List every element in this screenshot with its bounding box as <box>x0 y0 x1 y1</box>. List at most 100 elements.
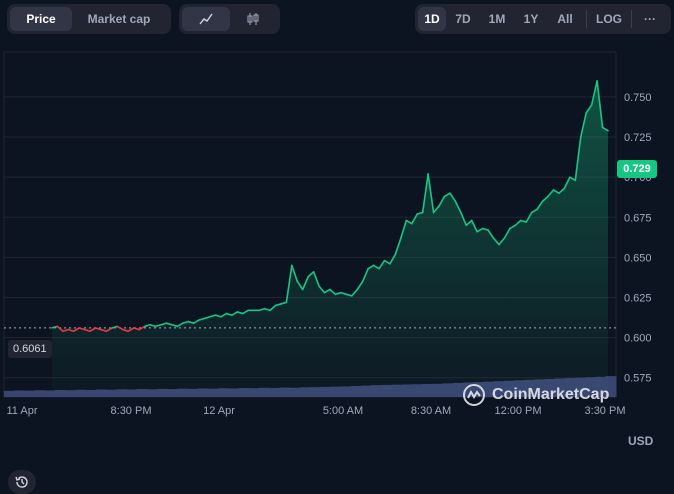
price-line-segment <box>514 219 522 227</box>
price-series-line <box>51 80 609 333</box>
watermark-text: CoinMarketCap <box>492 386 610 403</box>
currency-label: USD <box>628 434 654 448</box>
price-line-segment <box>192 319 200 324</box>
range-all-button[interactable]: All <box>557 12 573 26</box>
more-options-button[interactable]: ··· <box>644 12 656 26</box>
y-tick-label: 0.725 <box>624 132 652 144</box>
price-line-segment <box>73 327 81 333</box>
candlestick-button[interactable] <box>230 7 278 31</box>
price-line-segment <box>78 327 86 331</box>
price-line-segment <box>187 320 195 324</box>
price-line-segment <box>258 307 266 312</box>
x-tick-label: 11 Apr <box>7 405 38 417</box>
chart-toolbar: Price Market cap 1D 7D 1M 1Y All LOG ··· <box>0 0 674 40</box>
toolbar-divider <box>586 10 587 28</box>
price-line-segment <box>214 314 222 318</box>
price-line-segment <box>94 327 102 331</box>
range-1m-button[interactable]: 1M <box>488 12 506 26</box>
price-line-segment <box>345 293 353 297</box>
open-price-tag: 0.6061 <box>8 340 52 358</box>
price-line-segment <box>132 327 141 331</box>
coinmarketcap-watermark: CoinMarketCap <box>462 383 609 407</box>
price-line-segment <box>481 227 489 231</box>
price-line-segment <box>105 327 113 333</box>
price-line-segment <box>378 259 386 270</box>
price-line-segment <box>416 211 424 215</box>
price-line-segment <box>127 327 135 333</box>
price-line-segment <box>536 200 544 211</box>
log-scale-button[interactable]: LOG <box>596 12 622 26</box>
range-7d-button[interactable]: 7D <box>455 12 471 26</box>
price-line-segment <box>367 264 375 270</box>
price-line-segment <box>579 112 587 138</box>
price-line-segment <box>62 328 70 333</box>
price-line-segment <box>291 264 299 283</box>
x-tick-label: 12 Apr <box>203 405 235 417</box>
price-line-segment <box>241 309 250 315</box>
price-chart[interactable]: 0.575 0.600 0.625 0.650 0.675 0.700 0.725 0.750… <box>0 50 674 494</box>
price-line-segment <box>503 227 511 239</box>
x-tick-label: 12:00 PM <box>494 405 541 417</box>
price-line-segment <box>220 312 228 318</box>
current-price-value: 0.729 <box>623 163 651 175</box>
volume-bar <box>605 376 617 397</box>
price-line-segment <box>394 237 402 255</box>
coinmarketcap-logo-icon <box>463 384 485 406</box>
price-tab[interactable]: Price <box>10 7 72 31</box>
price-line-segment <box>203 315 211 320</box>
price-line-segment <box>154 323 162 328</box>
price-line-segment <box>334 291 342 296</box>
x-tick-label: 3:30 PM <box>585 405 626 417</box>
price-line-segment <box>165 322 173 326</box>
market-cap-tab[interactable]: Market cap <box>87 12 151 26</box>
line-chart-button[interactable] <box>182 7 230 31</box>
price-line-segment <box>100 328 108 333</box>
price-line-segment <box>301 275 309 291</box>
price-line-segment <box>89 327 97 333</box>
price-line-segment <box>138 325 146 331</box>
price-line-segment <box>149 323 157 328</box>
open-price-value: 0.6061 <box>13 343 47 355</box>
current-price-tag: 0.729 <box>617 160 657 178</box>
price-line-segment <box>601 126 609 132</box>
price-line-segment <box>389 253 397 265</box>
price-line-segment <box>465 219 473 227</box>
volume-bar <box>14 390 25 397</box>
x-tick-label: 8:30 PM <box>111 405 152 417</box>
price-chart-svg: 0.5750.6000.6250.6500.6750.7000.7250.750… <box>3 51 652 417</box>
toolbar-divider <box>631 10 632 28</box>
price-line-segment <box>182 320 190 324</box>
price-line-segment <box>405 219 413 225</box>
price-line-segment <box>176 322 184 328</box>
price-line-segment <box>438 195 446 207</box>
price-line-segment <box>454 200 462 214</box>
y-tick-label: 0.675 <box>624 212 652 224</box>
price-line-segment <box>323 288 331 294</box>
price-line-segment <box>56 325 64 333</box>
price-line-segment <box>280 301 288 305</box>
price-line-segment <box>372 264 380 270</box>
price-line-segment <box>476 227 484 233</box>
price-line-segment <box>111 325 119 329</box>
range-1y-button[interactable]: 1Y <box>523 12 539 26</box>
price-line-segment <box>552 189 560 195</box>
x-tick-label: 5:00 AM <box>323 405 363 417</box>
price-line-segment <box>209 314 217 318</box>
price-line-segment <box>329 288 337 296</box>
price-line-segment <box>383 259 391 265</box>
volume-bar <box>44 390 56 397</box>
volume-bar <box>24 390 36 397</box>
price-line-segment <box>340 291 348 296</box>
history-button[interactable] <box>8 470 36 494</box>
price-line-segment <box>122 328 130 333</box>
price-line-segment <box>160 322 168 326</box>
y-tick-label: 0.650 <box>624 252 652 264</box>
line-chart-icon <box>199 13 213 25</box>
y-tick-label: 0.750 <box>624 92 652 104</box>
price-line-segment <box>356 280 364 291</box>
range-1d-button[interactable]: 1D <box>418 7 446 31</box>
chart-type-switch <box>179 4 280 34</box>
price-line-segment <box>67 328 75 333</box>
range-switch: 1D 7D 1M 1Y All LOG ··· <box>415 4 671 34</box>
volume-bar <box>4 390 15 397</box>
